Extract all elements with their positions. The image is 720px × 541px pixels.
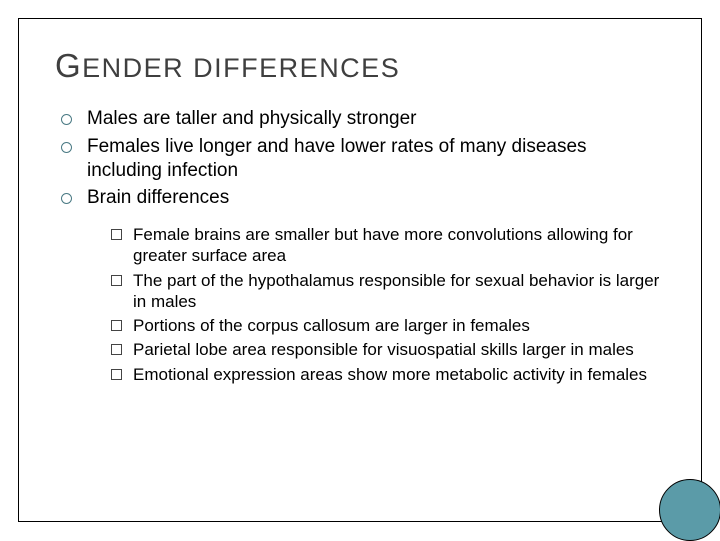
list-item: Females live longer and have lower rates… bbox=[59, 135, 665, 183]
list-item: Brain differences Female brains are smal… bbox=[59, 186, 665, 385]
slide-title: GENDER DIFFERENCES bbox=[55, 47, 665, 85]
bullet-list-level1: Males are taller and physically stronger… bbox=[55, 107, 665, 385]
sub-bullet-text: Parietal lobe area responsible for visuo… bbox=[133, 340, 634, 359]
sub-bullet-text: The part of the hypothalamus responsible… bbox=[133, 271, 659, 311]
list-item: The part of the hypothalamus responsible… bbox=[111, 270, 665, 313]
sub-bullet-text: Portions of the corpus callosum are larg… bbox=[133, 316, 530, 335]
list-item: Parietal lobe area responsible for visuo… bbox=[111, 339, 665, 360]
sub-bullet-text: Female brains are smaller but have more … bbox=[133, 225, 633, 265]
accent-circle-icon bbox=[659, 479, 720, 541]
list-item: Female brains are smaller but have more … bbox=[111, 224, 665, 267]
bullet-text: Females live longer and have lower rates… bbox=[87, 136, 587, 181]
list-item: Males are taller and physically stronger bbox=[59, 107, 665, 131]
slide-frame: GENDER DIFFERENCES Males are taller and … bbox=[18, 18, 702, 522]
bullet-text: Males are taller and physically stronger bbox=[87, 108, 417, 129]
list-item: Portions of the corpus callosum are larg… bbox=[111, 315, 665, 336]
list-item: Emotional expression areas show more met… bbox=[111, 364, 665, 385]
sub-bullet-text: Emotional expression areas show more met… bbox=[133, 365, 647, 384]
bullet-list-level2: Female brains are smaller but have more … bbox=[87, 224, 665, 385]
bullet-text: Brain differences bbox=[87, 187, 229, 208]
